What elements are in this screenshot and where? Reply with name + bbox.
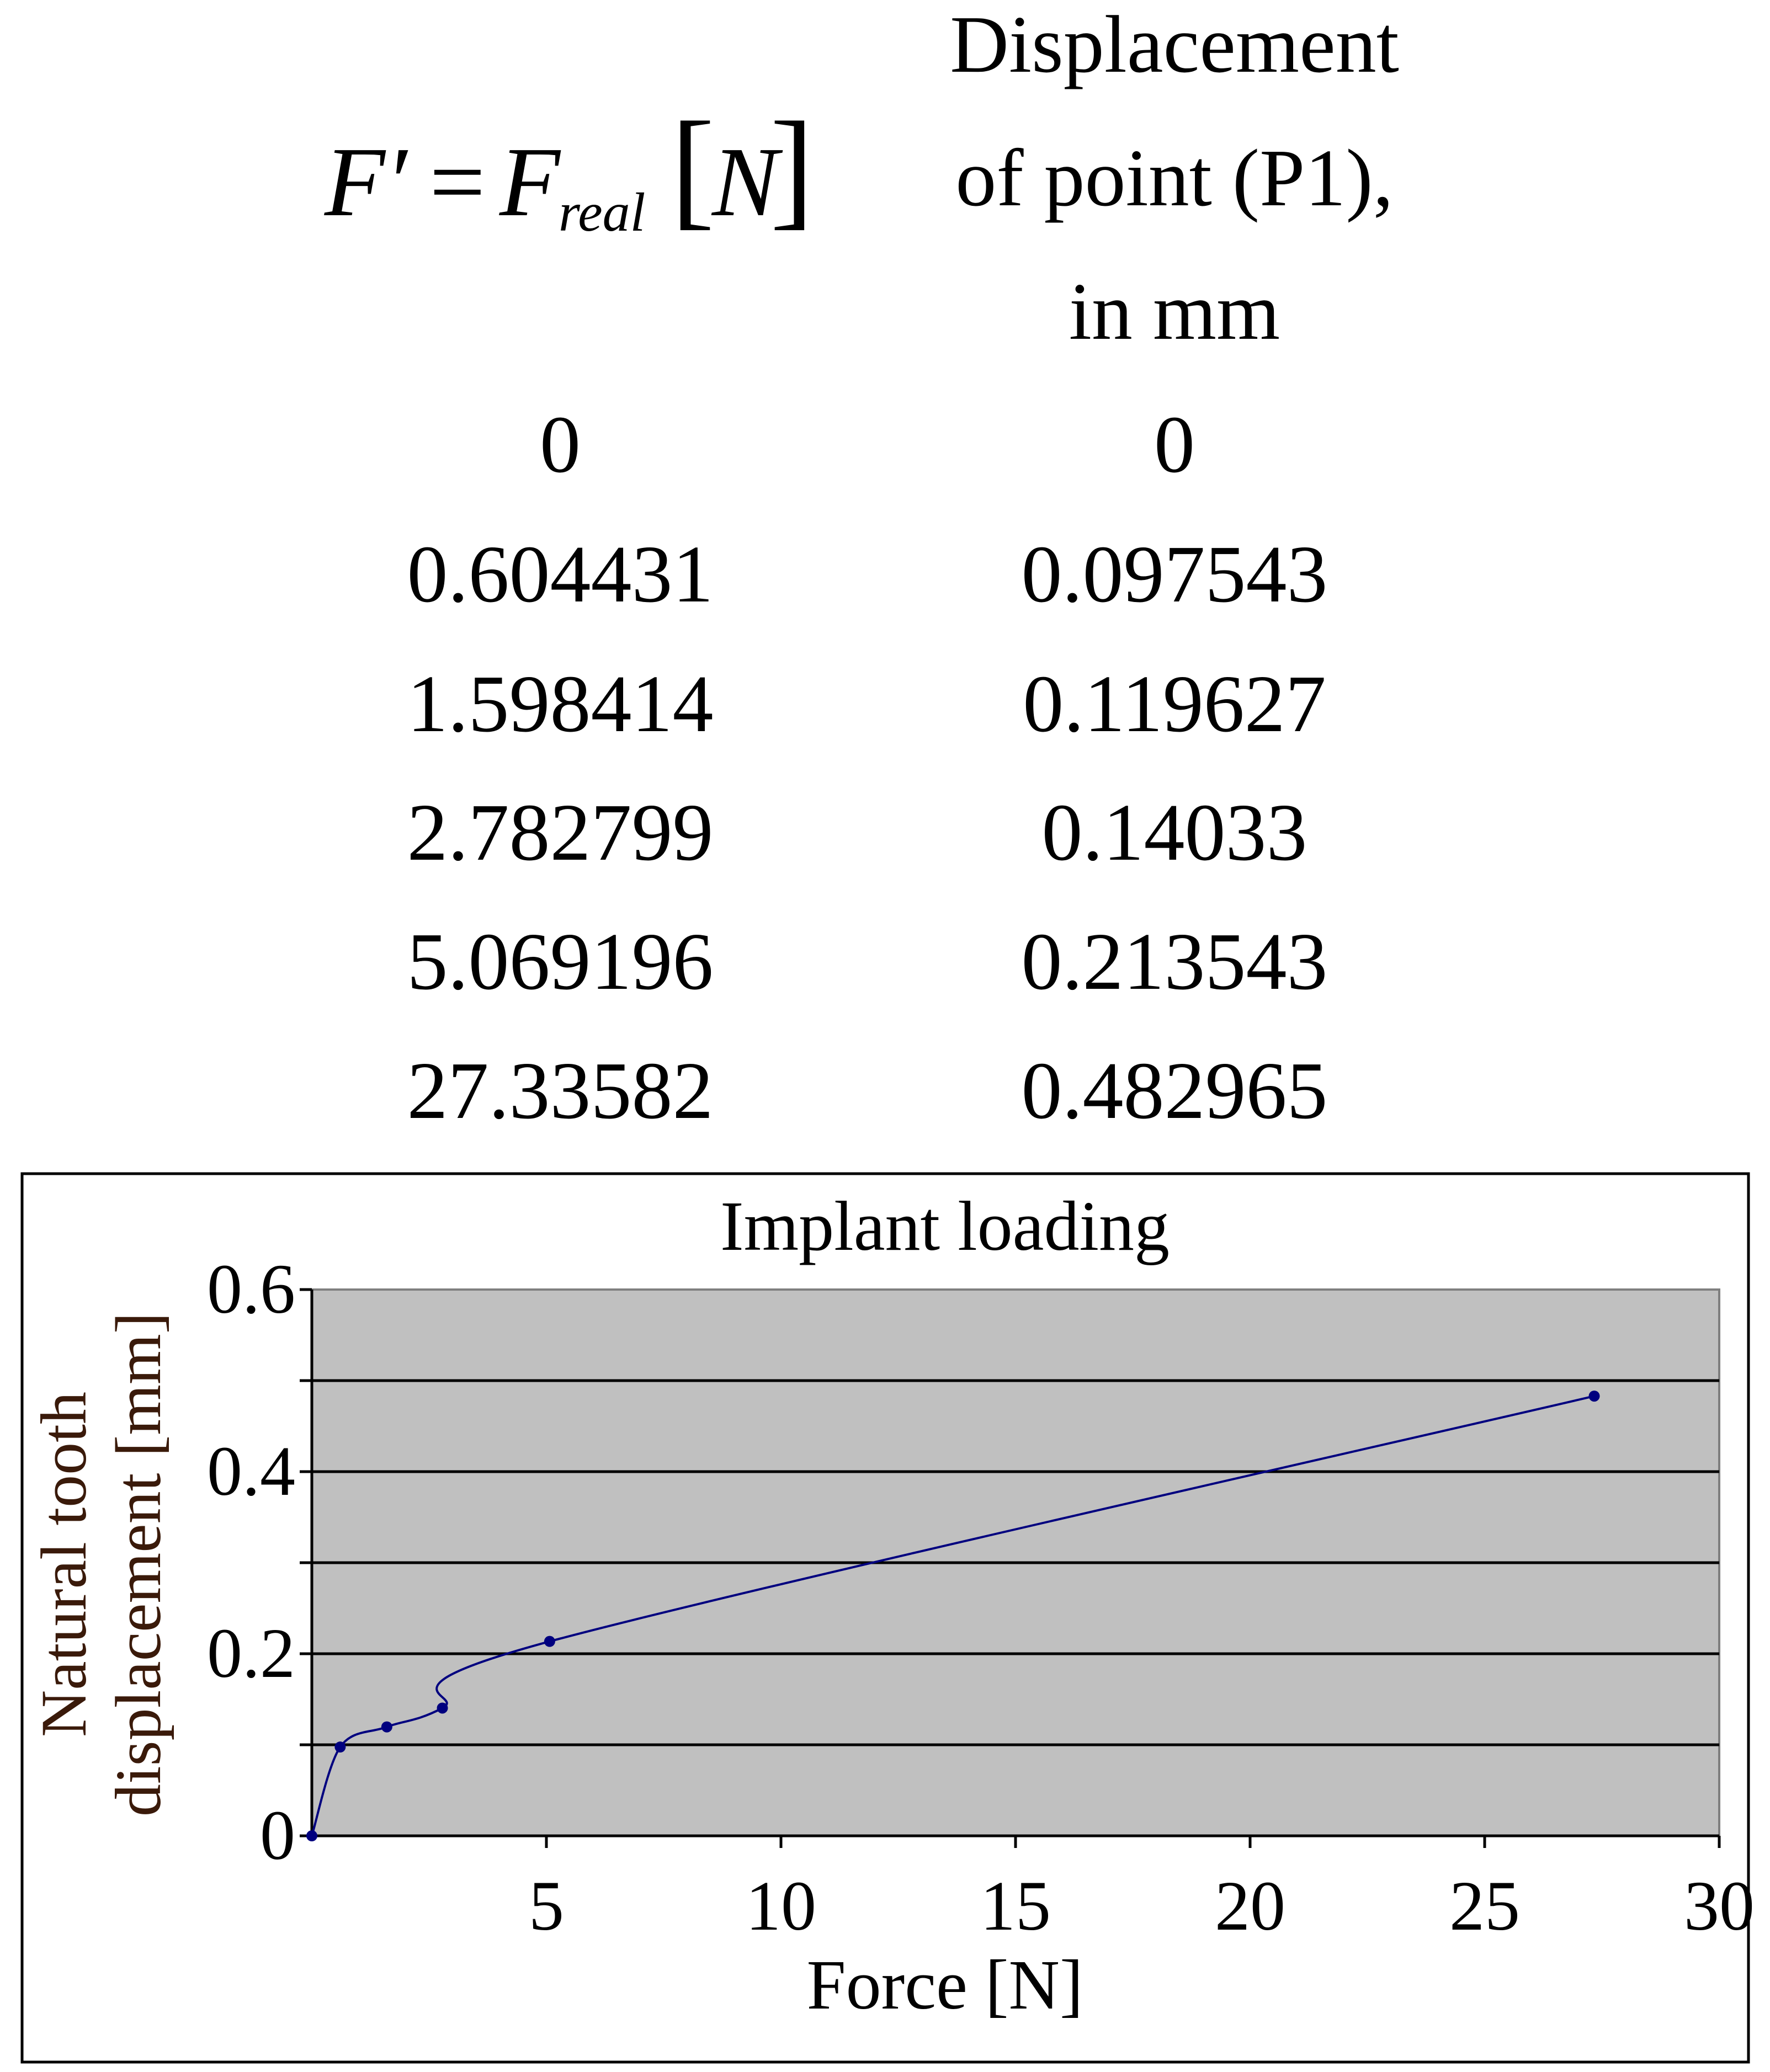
data-point: [437, 1702, 448, 1714]
open-bracket: [: [671, 94, 715, 241]
table-cell-displacement: 0.482965: [1022, 1046, 1328, 1136]
data-table: F′ = F real [ N ] Displacement of point …: [324, 0, 1399, 1136]
table-cell-force: 5.069196: [407, 917, 714, 1007]
force-base-symbol: F: [499, 127, 561, 237]
table-cell-force: 0.604431: [407, 529, 714, 620]
x-tick-label: 20: [1215, 1867, 1285, 1945]
force-subscript: real: [559, 182, 645, 243]
x-tick-label: 30: [1684, 1867, 1755, 1945]
force-unit: N: [711, 127, 783, 237]
y-tick-label: 0.4: [207, 1432, 295, 1510]
displacement-column-header: Displacement of point (P1), in mm: [950, 0, 1399, 357]
table-cell-force: 27.33582: [407, 1046, 714, 1136]
series-line: [311, 1395, 1594, 1836]
x-axis-label: Force [N]: [806, 1946, 1083, 2024]
table-cell-force: 1.598414: [407, 659, 714, 749]
displacement-header-line-1: Displacement: [950, 0, 1399, 90]
y-axis-label-line-2: displacement [mm]: [102, 1312, 174, 1817]
data-point: [1588, 1391, 1600, 1402]
x-tick-label: 10: [746, 1867, 816, 1945]
table-cell-displacement: 0: [1154, 400, 1195, 490]
displacement-header-line-2: of point (P1),: [955, 133, 1393, 223]
y-tick-label: 0.2: [207, 1614, 295, 1692]
x-tick-label: 25: [1449, 1867, 1520, 1945]
x-tick-label: 15: [980, 1867, 1051, 1945]
table-cell-displacement: 0.213543: [1022, 917, 1328, 1007]
force-symbol: F′: [324, 127, 408, 237]
data-series: [306, 1391, 1600, 1841]
x-tick-label: 5: [529, 1867, 564, 1945]
y-tick-label: 0: [260, 1796, 295, 1874]
displacement-header-line-3: in mm: [1069, 267, 1280, 357]
table-cell-force: 2.782799: [407, 787, 714, 878]
gridlines: [312, 1379, 1719, 1746]
table-cell-displacement: 0.097543: [1022, 529, 1328, 620]
x-axis-ticks: 5 10 15 20 25 30: [529, 1836, 1755, 1945]
table-cell-force: 0: [540, 400, 581, 490]
table-cell-displacement: 0.14033: [1042, 787, 1307, 878]
y-axis-ticks: 0 0.2 0.4 0.6: [207, 1250, 312, 1874]
y-tick-label: 0.6: [207, 1250, 295, 1328]
data-point: [306, 1830, 317, 1841]
table-cell-displacement: 0.119627: [1023, 659, 1326, 749]
chart-title: Implant loading: [720, 1187, 1170, 1265]
data-point: [334, 1741, 346, 1753]
equals-sign: =: [429, 127, 486, 237]
y-axis-label: Natural tooth displacement [mm]: [28, 1312, 174, 1817]
data-point: [381, 1721, 392, 1733]
force-column-header: F′ = F real [ N ]: [324, 94, 814, 243]
data-point: [544, 1636, 555, 1647]
close-bracket: ]: [770, 94, 814, 241]
y-axis-label-line-1: Natural tooth: [28, 1392, 100, 1737]
table-rows: 0 0 0.604431 0.097543 1.598414 0.119627 …: [407, 400, 1328, 1136]
chart: Implant loading 0 0.2 0.4 0.6 5 10 15 20 25 30 F…: [20, 1172, 1755, 2064]
